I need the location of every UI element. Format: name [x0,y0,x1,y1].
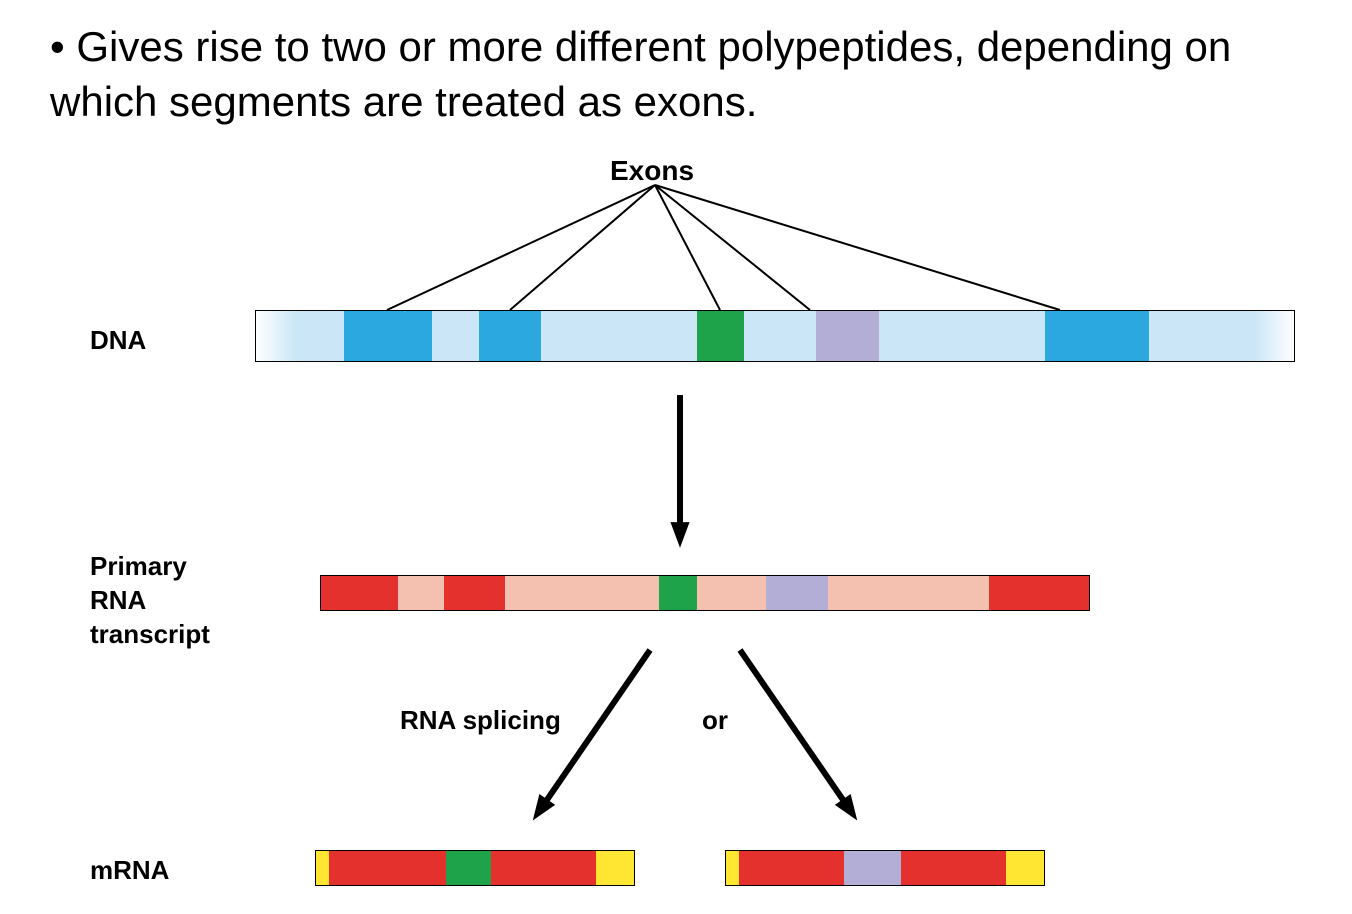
bullet-text: Gives rise to two or more different poly… [50,20,1300,129]
segment [697,576,766,610]
segment [828,576,989,610]
segment [541,311,697,361]
segment [744,311,817,361]
segment [344,311,432,361]
segment [739,851,844,885]
segment [844,851,901,885]
segment [1006,851,1044,885]
segment [989,576,1089,610]
segment [491,851,596,885]
segment [444,576,505,610]
segment [321,576,398,610]
segment [1045,311,1149,361]
label-or: or [702,705,728,736]
segment [596,851,634,885]
segment [697,311,744,361]
segment [398,576,444,610]
segment [901,851,1006,885]
mrna-variant-2 [725,850,1045,886]
segment [479,311,541,361]
label-rna-splicing: RNA splicing [400,705,561,736]
label-primary-rna: PrimaryRNAtranscript [90,550,210,651]
segment [816,311,878,361]
mrna-variant-1 [315,850,635,886]
segment [505,576,659,610]
label-exons: Exons [610,155,694,187]
segment [316,851,329,885]
segment [766,576,827,610]
segment [879,311,1045,361]
segment [329,851,447,885]
primary-rna-strip [320,575,1090,611]
dna-strip [255,310,1295,362]
segment [1149,311,1294,361]
segment [446,851,491,885]
label-mrna: mRNA [90,855,169,886]
segment [256,311,344,361]
segment [432,311,479,361]
segment [659,576,697,610]
segment [726,851,739,885]
bullet-content: Gives rise to two or more different poly… [50,23,1231,125]
diagram-lines [0,0,1352,914]
label-dna: DNA [90,325,146,356]
